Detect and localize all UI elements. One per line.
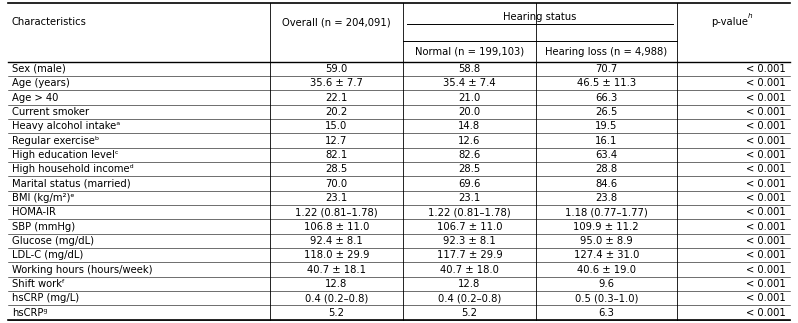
Text: 82.1: 82.1 [326, 150, 348, 160]
Text: < 0.001: < 0.001 [746, 279, 786, 289]
Text: 22.1: 22.1 [326, 93, 348, 103]
Text: 12.7: 12.7 [326, 136, 348, 146]
Text: < 0.001: < 0.001 [746, 164, 786, 174]
Text: Marital status (married): Marital status (married) [12, 179, 131, 189]
Text: Regular exerciseᵇ: Regular exerciseᵇ [12, 136, 99, 146]
Text: < 0.001: < 0.001 [746, 307, 786, 318]
Text: hsCRP (mg/L): hsCRP (mg/L) [12, 293, 79, 303]
Text: 23.1: 23.1 [458, 193, 480, 203]
Text: 127.4 ± 31.0: 127.4 ± 31.0 [574, 250, 639, 260]
Text: < 0.001: < 0.001 [746, 265, 786, 275]
Text: < 0.001: < 0.001 [746, 207, 786, 217]
Text: 109.9 ± 11.2: 109.9 ± 11.2 [574, 222, 639, 232]
Text: < 0.001: < 0.001 [746, 64, 786, 74]
Text: < 0.001: < 0.001 [746, 150, 786, 160]
Text: < 0.001: < 0.001 [746, 107, 786, 117]
Text: 106.7 ± 11.0: 106.7 ± 11.0 [437, 222, 502, 232]
Text: 0.4 (0.2–0.8): 0.4 (0.2–0.8) [438, 293, 501, 303]
Text: 12.8: 12.8 [326, 279, 348, 289]
Text: 5.2: 5.2 [461, 307, 477, 318]
Text: p-value: p-value [711, 17, 748, 27]
Text: < 0.001: < 0.001 [746, 78, 786, 88]
Text: 63.4: 63.4 [595, 150, 618, 160]
Text: SBP (mmHg): SBP (mmHg) [12, 222, 75, 232]
Text: 14.8: 14.8 [458, 121, 480, 131]
Text: High education levelᶜ: High education levelᶜ [12, 150, 119, 160]
Text: 1.22 (0.81–1.78): 1.22 (0.81–1.78) [428, 207, 511, 217]
Text: 84.6: 84.6 [595, 179, 618, 189]
Text: 28.8: 28.8 [595, 164, 618, 174]
Text: 46.5 ± 11.3: 46.5 ± 11.3 [577, 78, 636, 88]
Text: 117.7 ± 29.9: 117.7 ± 29.9 [437, 250, 502, 260]
Text: 15.0: 15.0 [326, 121, 348, 131]
Text: Hearing status: Hearing status [503, 12, 576, 22]
Text: 58.8: 58.8 [458, 64, 480, 74]
Text: BMI (kg/m²)ᵉ: BMI (kg/m²)ᵉ [12, 193, 74, 203]
Text: 40.7 ± 18.1: 40.7 ± 18.1 [307, 265, 366, 275]
Text: Normal (n = 199,103): Normal (n = 199,103) [415, 47, 524, 57]
Text: 0.4 (0.2–0.8): 0.4 (0.2–0.8) [305, 293, 368, 303]
Text: 16.1: 16.1 [595, 136, 618, 146]
Text: Current smoker: Current smoker [12, 107, 89, 117]
Text: Glucose (mg/dL): Glucose (mg/dL) [12, 236, 94, 246]
Text: < 0.001: < 0.001 [746, 179, 786, 189]
Text: 28.5: 28.5 [326, 164, 348, 174]
Text: 21.0: 21.0 [458, 93, 480, 103]
Text: Overall (n = 204,091): Overall (n = 204,091) [282, 17, 391, 27]
Text: 0.5 (0.3–1.0): 0.5 (0.3–1.0) [575, 293, 638, 303]
Text: 35.6 ± 7.7: 35.6 ± 7.7 [310, 78, 363, 88]
Text: 70.7: 70.7 [595, 64, 618, 74]
Text: 92.4 ± 8.1: 92.4 ± 8.1 [310, 236, 363, 246]
Text: h: h [749, 13, 753, 19]
Text: Hearing loss (n = 4,988): Hearing loss (n = 4,988) [545, 47, 667, 57]
Text: 92.3 ± 8.1: 92.3 ± 8.1 [443, 236, 496, 246]
Text: Heavy alcohol intakeᵃ: Heavy alcohol intakeᵃ [12, 121, 120, 131]
Text: 1.18 (0.77–1.77): 1.18 (0.77–1.77) [565, 207, 648, 217]
Text: 70.0: 70.0 [326, 179, 347, 189]
Text: 95.0 ± 8.9: 95.0 ± 8.9 [580, 236, 633, 246]
Text: 66.3: 66.3 [595, 93, 618, 103]
Text: < 0.001: < 0.001 [746, 293, 786, 303]
Text: 20.2: 20.2 [326, 107, 348, 117]
Text: 40.7 ± 18.0: 40.7 ± 18.0 [440, 265, 499, 275]
Text: < 0.001: < 0.001 [746, 236, 786, 246]
Text: 69.6: 69.6 [458, 179, 480, 189]
Text: 5.2: 5.2 [329, 307, 345, 318]
Text: < 0.001: < 0.001 [746, 121, 786, 131]
Text: 40.6 ± 19.0: 40.6 ± 19.0 [577, 265, 636, 275]
Text: HOMA-IR: HOMA-IR [12, 207, 56, 217]
Text: Working hours (hours/week): Working hours (hours/week) [12, 265, 152, 275]
Text: 23.1: 23.1 [326, 193, 348, 203]
Text: < 0.001: < 0.001 [746, 222, 786, 232]
Text: Shift workᶠ: Shift workᶠ [12, 279, 65, 289]
Text: 35.4 ± 7.4: 35.4 ± 7.4 [443, 78, 496, 88]
Text: 20.0: 20.0 [458, 107, 480, 117]
Text: 19.5: 19.5 [595, 121, 618, 131]
Text: < 0.001: < 0.001 [746, 250, 786, 260]
Text: hsCRPᵍ: hsCRPᵍ [12, 307, 47, 318]
Text: Characteristics: Characteristics [12, 17, 87, 27]
Text: 1.22 (0.81–1.78): 1.22 (0.81–1.78) [295, 207, 377, 217]
Text: 26.5: 26.5 [595, 107, 618, 117]
Text: 106.8 ± 11.0: 106.8 ± 11.0 [304, 222, 369, 232]
Text: < 0.001: < 0.001 [746, 193, 786, 203]
Text: Age (years): Age (years) [12, 78, 69, 88]
Text: 12.8: 12.8 [458, 279, 480, 289]
Text: LDL-C (mg/dL): LDL-C (mg/dL) [12, 250, 83, 260]
Text: 23.8: 23.8 [595, 193, 618, 203]
Text: Sex (male): Sex (male) [12, 64, 65, 74]
Text: 118.0 ± 29.9: 118.0 ± 29.9 [304, 250, 369, 260]
Text: 59.0: 59.0 [326, 64, 348, 74]
Text: Age > 40: Age > 40 [12, 93, 58, 103]
Text: < 0.001: < 0.001 [746, 136, 786, 146]
Text: 82.6: 82.6 [458, 150, 480, 160]
Text: 12.6: 12.6 [458, 136, 480, 146]
Text: < 0.001: < 0.001 [746, 93, 786, 103]
Text: 6.3: 6.3 [598, 307, 614, 318]
Text: 9.6: 9.6 [598, 279, 614, 289]
Text: 28.5: 28.5 [458, 164, 480, 174]
Text: High household incomeᵈ: High household incomeᵈ [12, 164, 133, 174]
